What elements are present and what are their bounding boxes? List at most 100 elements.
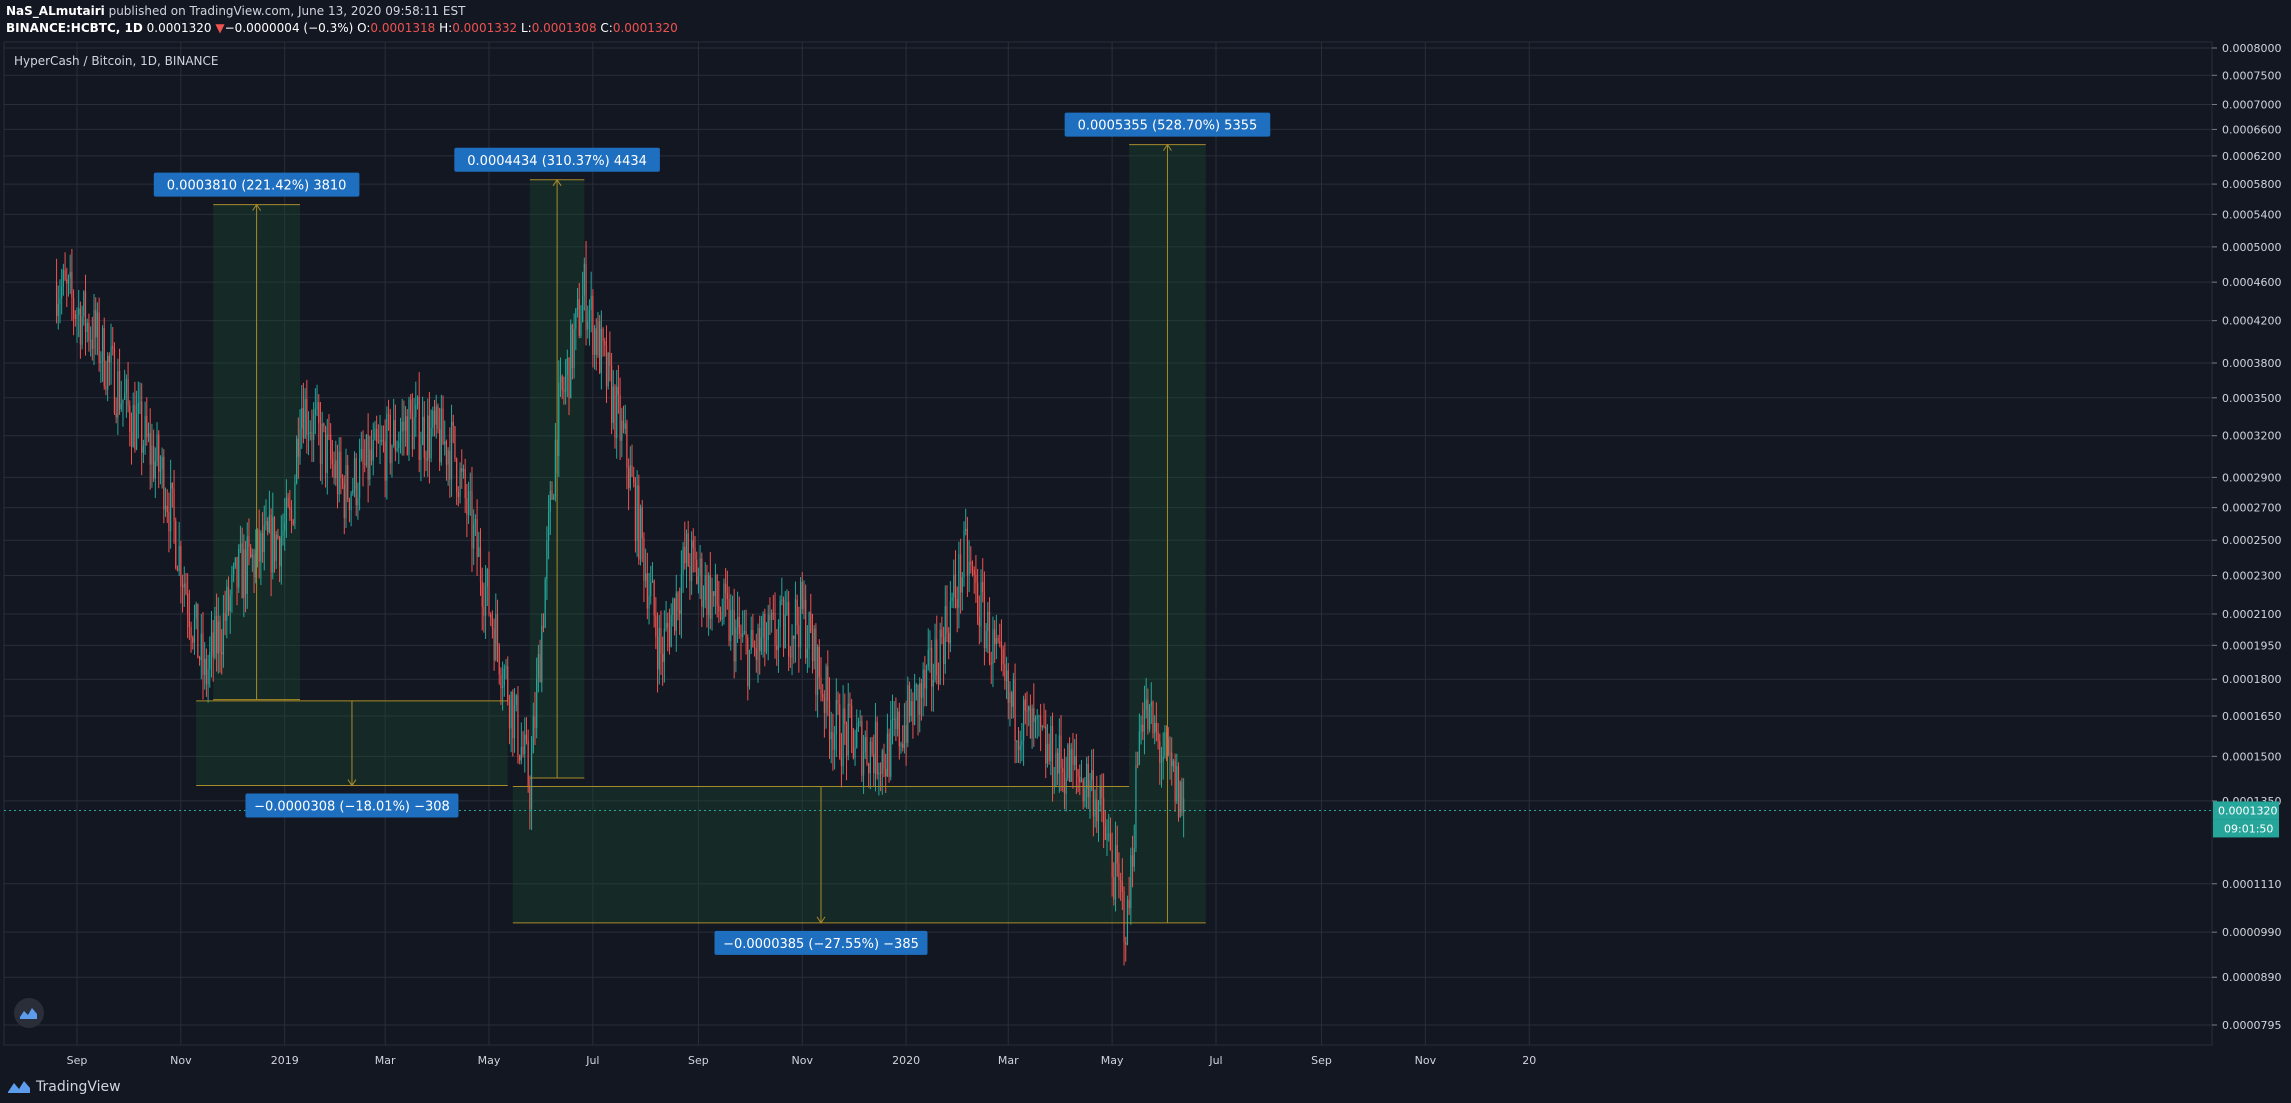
candle-body: [319, 423, 322, 465]
candle-body: [420, 444, 422, 461]
candle-body: [1147, 699, 1149, 730]
x-tick-label: 20: [1522, 1054, 1536, 1067]
candle-body: [779, 600, 781, 627]
candle-body: [304, 399, 306, 439]
x-tick-label: May: [1101, 1054, 1124, 1067]
candle-body: [1131, 855, 1134, 867]
candle-body: [212, 632, 214, 658]
candle-body: [1174, 760, 1176, 802]
measure-arrowhead: [816, 916, 826, 924]
candle-body: [1051, 725, 1054, 786]
candle-body: [1094, 799, 1096, 817]
candle-body: [706, 574, 708, 615]
candle-body: [1113, 877, 1115, 900]
candle-body: [1057, 752, 1059, 774]
candle-body: [1179, 781, 1181, 818]
candle-body: [673, 599, 676, 631]
candle-body: [602, 328, 604, 342]
candle-body: [261, 533, 264, 552]
candle-body: [185, 583, 187, 594]
x-tick-label: Nov: [1415, 1054, 1437, 1067]
candle-body: [1135, 764, 1137, 849]
candle-body: [851, 705, 853, 729]
candle-body: [188, 613, 190, 628]
candle-body: [394, 420, 396, 451]
candle-body: [939, 629, 941, 685]
candle-body: [1085, 763, 1088, 789]
candle-body: [561, 376, 563, 390]
candle-body: [241, 543, 243, 599]
candle-body: [582, 295, 584, 323]
measure-label: −0.0000308 (−18.01%) −308: [254, 800, 450, 815]
candle-body: [314, 408, 316, 415]
y-tick-label: 0.0005800: [2222, 178, 2282, 191]
candle-body: [772, 612, 774, 614]
candle-body: [100, 361, 102, 363]
candle-body: [180, 545, 182, 587]
candle-body: [1019, 745, 1021, 751]
candle-body: [112, 346, 114, 349]
measure-arrowhead: [347, 779, 357, 787]
candle-body: [808, 612, 810, 649]
candle-body: [503, 668, 505, 687]
candle-body: [864, 737, 866, 753]
candle-body: [340, 451, 342, 479]
candle-body: [931, 647, 933, 687]
candle-body: [871, 741, 873, 754]
candle-body: [181, 586, 184, 588]
candle-body: [502, 686, 504, 689]
candle-body: [571, 324, 574, 369]
candle-body: [425, 457, 427, 461]
measure-label-box: [454, 147, 660, 172]
candle-body: [583, 263, 585, 296]
open-label: O:: [357, 21, 371, 35]
candle-body: [963, 530, 965, 578]
candle-body: [936, 639, 938, 676]
author-name[interactable]: NaS_ALmutairi: [6, 4, 105, 18]
candle-body: [670, 614, 672, 647]
candle-body: [118, 371, 121, 409]
candle-body: [641, 507, 643, 539]
candle-body: [811, 632, 814, 662]
footer-brand[interactable]: TradingView: [36, 1079, 121, 1095]
candle-body: [364, 463, 366, 465]
candle-body: [879, 772, 882, 774]
candle-body: [902, 743, 904, 748]
tradingview-badge-icon[interactable]: [14, 998, 44, 1028]
candle-body: [156, 434, 158, 462]
candle-body: [953, 574, 955, 598]
candle-body: [1022, 699, 1025, 741]
candle-body: [524, 734, 526, 755]
candle-body: [883, 750, 885, 769]
candle-body: [1160, 761, 1163, 763]
candle-body: [86, 322, 88, 333]
candle-body: [530, 753, 533, 810]
candle-body: [709, 574, 711, 619]
candle-body: [866, 737, 868, 764]
candle-body: [655, 615, 657, 637]
candle-body: [1046, 743, 1049, 764]
candle-body: [297, 438, 299, 457]
candle-body: [302, 408, 305, 439]
candle-body: [88, 322, 90, 341]
candle-body: [1109, 834, 1112, 850]
candle-body: [207, 669, 209, 685]
candle-body: [905, 725, 907, 744]
candle-body: [127, 379, 129, 406]
candle-body: [723, 583, 725, 618]
candle-body: [616, 386, 618, 438]
candle-body: [144, 415, 146, 446]
candle-body: [621, 420, 623, 441]
candle-body: [190, 627, 192, 638]
candle-body: [708, 574, 710, 615]
candle-body: [313, 414, 315, 440]
candle-body: [1103, 798, 1105, 826]
candle-body: [839, 704, 841, 758]
candle-body: [430, 427, 432, 459]
candle-body: [665, 622, 667, 630]
candle-body: [893, 718, 895, 720]
candle-body: [488, 569, 490, 615]
measure-label-box: [1064, 112, 1271, 137]
candle-body: [216, 615, 218, 654]
